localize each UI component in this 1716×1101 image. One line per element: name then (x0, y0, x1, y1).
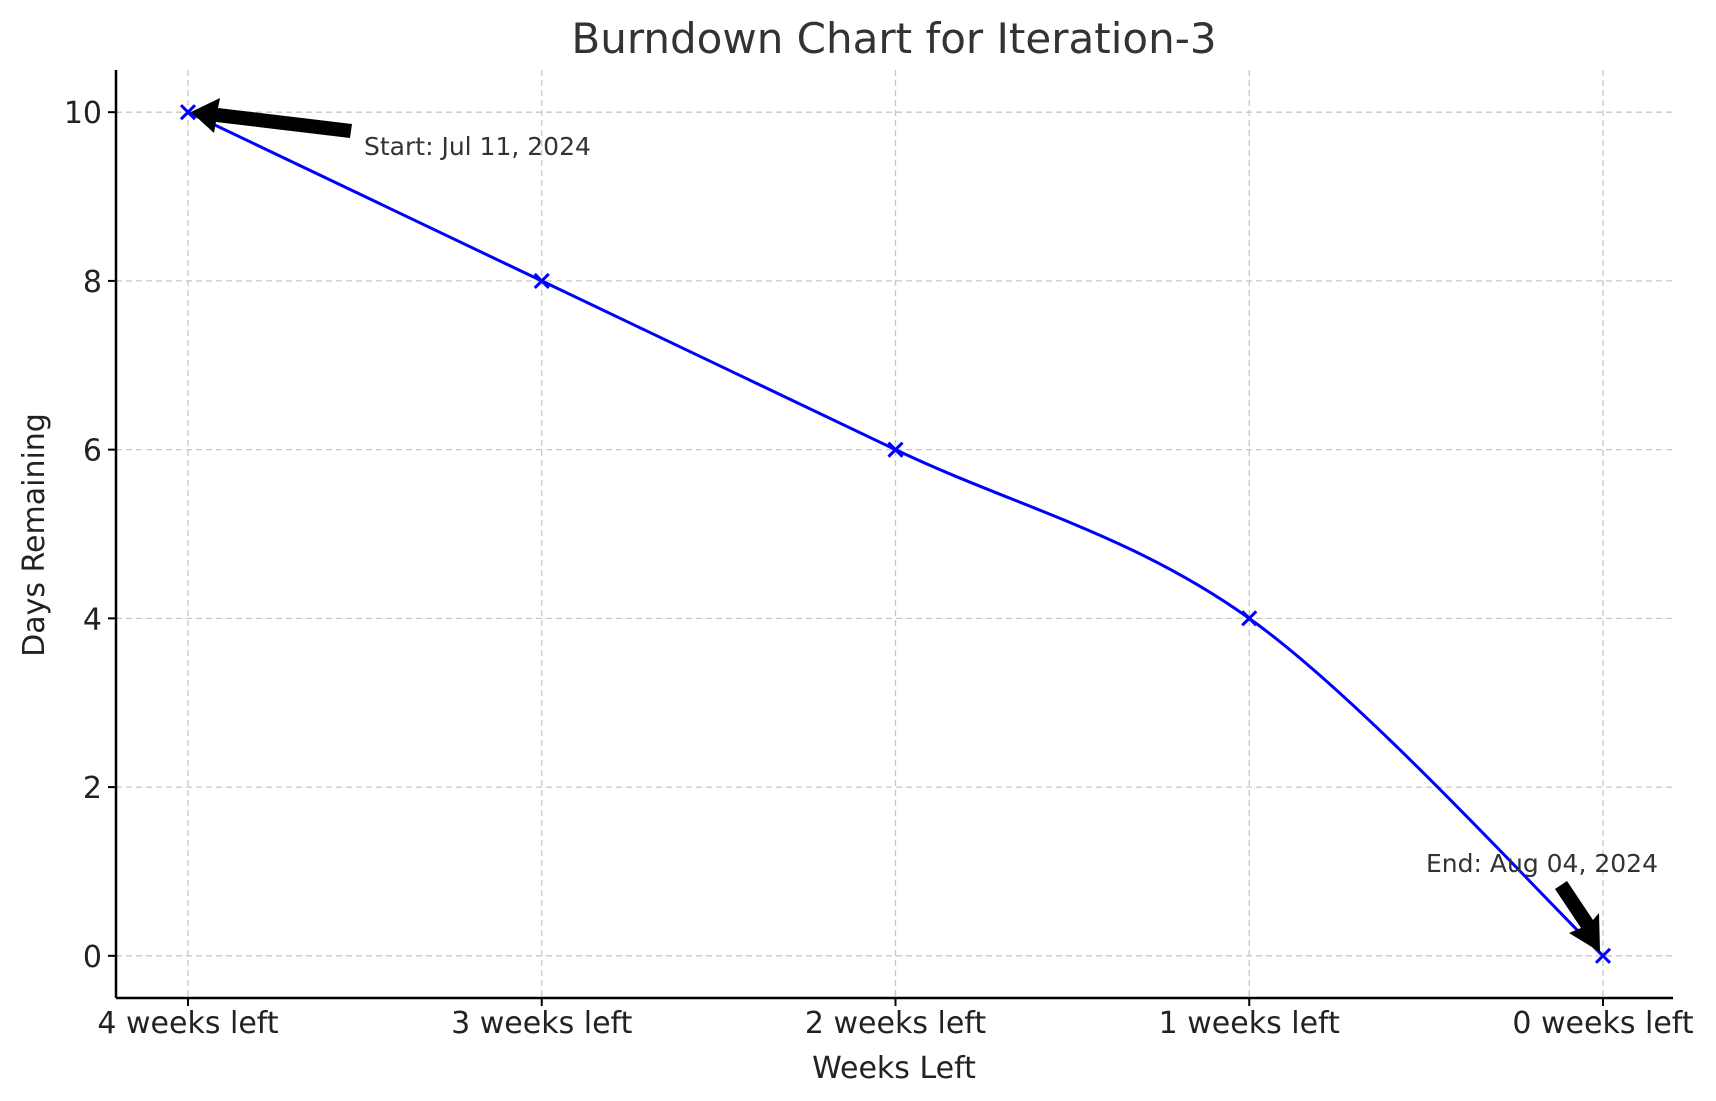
x-tick-label: 0 weeks left (1512, 1006, 1693, 1041)
y-tick-label: 8 (83, 265, 102, 300)
y-tick-label: 0 (83, 940, 102, 975)
data-point-marker (1241, 610, 1258, 627)
y-tick-label: 4 (83, 602, 102, 637)
data-point-marker (887, 441, 904, 458)
y-ticks: 0 2 4 6 8 10 (64, 96, 116, 975)
start-annotation-label: Start: Jul 11, 2024 (364, 132, 591, 161)
x-tick-label: 3 weeks left (451, 1006, 632, 1041)
series-line (187, 110, 1605, 957)
x-tick-label: 4 weeks left (97, 1006, 278, 1041)
chart-title: Burndown Chart for Iteration-3 (571, 14, 1216, 63)
y-tick-label: 6 (83, 434, 102, 469)
end-annotation-label: End: Aug 04, 2024 (1426, 849, 1658, 878)
annotations: Start: Jul 11, 2024 End: Aug 04, 2024 (191, 98, 1658, 952)
y-tick-label: 2 (83, 771, 102, 806)
x-tick-label: 2 weeks left (805, 1006, 986, 1041)
x-tick-label: 1 weeks left (1159, 1006, 1340, 1041)
data-point-marker (533, 272, 550, 289)
end-annotation-arrow (1555, 881, 1600, 952)
x-ticks: 4 weeks left 3 weeks left 2 weeks left 1 we… (97, 998, 1694, 1041)
y-tick-label: 10 (64, 96, 102, 131)
series-group (179, 104, 1612, 964)
y-axis-label: Days Remaining (17, 413, 52, 657)
x-axis-label: Weeks Left (812, 1051, 976, 1086)
grid-lines (116, 70, 1673, 998)
start-annotation-arrow (191, 98, 352, 138)
data-point-marker (1594, 947, 1612, 964)
data-point-marker (179, 104, 197, 121)
